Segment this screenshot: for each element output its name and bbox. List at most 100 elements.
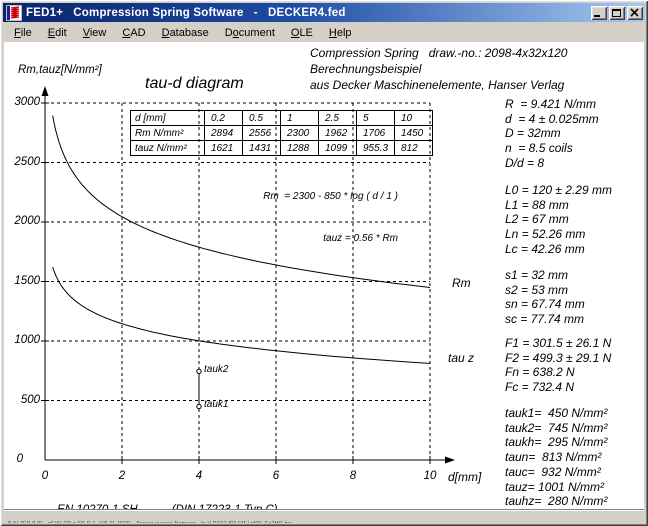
spring-icon (5, 4, 23, 21)
result-line: tauk2= 745 N/mm² (505, 420, 608, 435)
result-line: F2 = 499.3 ± 29.1 N (505, 350, 612, 365)
result-line: sn = 67.74 mm (505, 297, 585, 312)
results-panel: R = 9.421 N/mm d = 4 ± 0.025mm D = 32mm n =… (505, 42, 644, 509)
result-line: L2 = 67 mm (505, 212, 569, 227)
y-tick-label: 1500 (14, 274, 40, 287)
result-line: tauz= 1001 N/mm² (505, 479, 605, 494)
x-axis-label: d[mm] (448, 470, 482, 484)
menu-item-database[interactable]: Database (161, 26, 209, 39)
results-group: L0 = 120 ± 2.29 mm L1 = 88 mm L2 = 67 mm Ln… (505, 183, 612, 257)
drawing-title: Compression Spring draw.-no.: 2098-4x32x… (310, 46, 568, 60)
result-line: tauhz= 280 N/mm² (505, 494, 608, 509)
result-line: R = 9.421 N/mm (505, 97, 597, 111)
result-line: taun= 813 N/mm² (505, 450, 602, 465)
table-header-cell: 2.5 (318, 110, 357, 126)
result-line: s1 = 32 mm (505, 268, 569, 282)
result-line: L1 = 88 mm (505, 197, 569, 212)
curve-label-rm: Rm (452, 276, 471, 290)
result-line: sc = 77.74 mm (505, 312, 585, 327)
y-axis-label: Rm,tauz[N/mm²] (18, 64, 102, 76)
menu-item-edit[interactable]: Edit (47, 26, 67, 39)
menu-item-help[interactable]: Help (328, 26, 352, 39)
table-header-cell: 0.2 (204, 110, 243, 126)
material-standard: EN 10270-1 SH (57, 504, 138, 509)
results-group: s1 = 32 mm s2 = 53 mm sn = 67.74 mm sc = 77… (505, 268, 585, 327)
table-cell: 1962 (318, 125, 357, 141)
point-label-tauk1: tauk1 (204, 399, 229, 410)
result-line: tauk1= 450 N/mm² (505, 406, 608, 420)
x-tick-label: 4 (195, 470, 203, 482)
result-line: F1 = 301.5 ± 26.1 N (505, 336, 612, 350)
table-header-cell: 10 (394, 110, 433, 126)
drawing-source: aus Decker Maschinenelemente, Hanser Ver… (310, 78, 565, 92)
results-group: F1 = 301.5 ± 26.1 N F2 = 499.3 ± 29.1 N Fn… (505, 336, 611, 395)
results-group: tauk1= 450 N/mm² tauk2= 745 N/mm² taukh= 2… (505, 406, 607, 509)
result-line: Ln = 52.26 mm (505, 227, 586, 242)
menu-item-ole[interactable]: OLE (290, 26, 313, 39)
table-cell: 955.3 (356, 140, 395, 156)
result-line: L0 = 120 ± 2.29 mm (505, 183, 612, 197)
window-title: FED1+ Compression Spring Software - DECK… (26, 6, 346, 19)
menu-item-file[interactable]: File (14, 26, 32, 39)
formula-block: Rm = 2300 - 850 * log ( d / 1 ) tauz = 0… (218, 162, 398, 274)
title-bar[interactable]: FED1+ Compression Spring Software - DECK… (3, 3, 645, 22)
table-cell: 1450 (394, 125, 433, 141)
formula-rm: Rm = 2300 - 850 * log ( d / 1 ) (263, 191, 398, 202)
result-line: D = 32mm (505, 126, 561, 141)
menu-item-view[interactable]: View (82, 26, 107, 39)
drawing-subtitle: Berechnungsbeispiel (310, 62, 422, 76)
formula-tauz: tauz = 0.56 * Rm (323, 233, 398, 244)
chart-data-table: d [mm] 0.2 0.5 1 2.5 5 10 Rm N/mm² 2894 2556 2300 1… (130, 110, 433, 156)
menu-item-cad[interactable]: CAD (122, 26, 146, 39)
table-cell: 812 (394, 140, 433, 156)
result-line: Fc = 732.4 N (505, 380, 575, 395)
table-cell: 2556 (242, 125, 281, 141)
table-header-cell: 5 (356, 110, 395, 126)
menu-item-document[interactable]: Document (224, 26, 275, 39)
menu-bar: File Edit View CAD Database Document OLE Help (4, 23, 644, 42)
results-group: R = 9.421 N/mm d = 4 ± 0.025mm D = 32mm n =… (505, 97, 599, 171)
x-tick-label: 8 (349, 470, 357, 482)
curve-label-tauz: tau z (448, 351, 475, 365)
app-icon[interactable] (5, 4, 23, 21)
x-tick-label: 2 (118, 470, 126, 482)
result-line: taukh= 295 N/mm² (505, 435, 608, 450)
table-header-cell: 0.5 (242, 110, 281, 126)
table-cell: Rm N/mm² (130, 125, 205, 141)
table-cell: 1621 (204, 140, 243, 156)
result-line: D/d = 8 (505, 155, 545, 170)
x-tick-label: 0 (41, 470, 49, 482)
maximize-icon (612, 8, 621, 17)
table-header-cell: 1 (280, 110, 319, 126)
chart-title: tau-d diagram (145, 75, 244, 92)
result-line: s2 = 53 mm (505, 282, 569, 297)
status-text: 8 IU.7ED 9 ID - nFVV CD.a FR-D 1- V7L71 … (8, 521, 292, 523)
table-cell: 1099 (318, 140, 357, 156)
close-button[interactable] (627, 5, 643, 20)
close-icon (630, 7, 639, 17)
result-line: n = 8.5 coils (505, 141, 573, 156)
minimize-icon (594, 14, 600, 17)
material-standard-line: EN 10270-1 SH (DIN 17223-1 Typ C) (38, 492, 278, 509)
material-standard-din: (DIN 17223-1 Typ C) (172, 504, 278, 509)
table-cell: 1288 (280, 140, 319, 156)
y-tick-label: 1000 (14, 334, 40, 346)
y-tick-label: 500 (20, 393, 40, 406)
y-tick-label: 3000 (14, 96, 40, 108)
x-tick-label: 10 (423, 470, 437, 482)
result-line: Fn = 638.2 N (505, 365, 575, 380)
x-tick-label: 6 (272, 470, 280, 482)
status-bar: 8 IU.7ED 9 ID - nFVV CD.a FR-D 1- V7L71 … (4, 509, 644, 523)
maximize-button[interactable] (609, 5, 625, 20)
result-line: tauc= 932 N/mm² (505, 464, 601, 479)
y-tick-label: 0 (16, 453, 23, 465)
client-area: tau-d diagram Rm,tauz[N/mm²] d[mm] Compr… (4, 42, 644, 509)
minimize-button[interactable] (591, 5, 607, 20)
table-cell: 1431 (242, 140, 281, 156)
table-header-cell: d [mm] (130, 110, 205, 126)
table-cell: 1706 (356, 125, 395, 141)
result-line: d = 4 ± 0.025mm (505, 111, 599, 126)
chart-canvas (41, 86, 455, 464)
window-controls (591, 5, 643, 20)
